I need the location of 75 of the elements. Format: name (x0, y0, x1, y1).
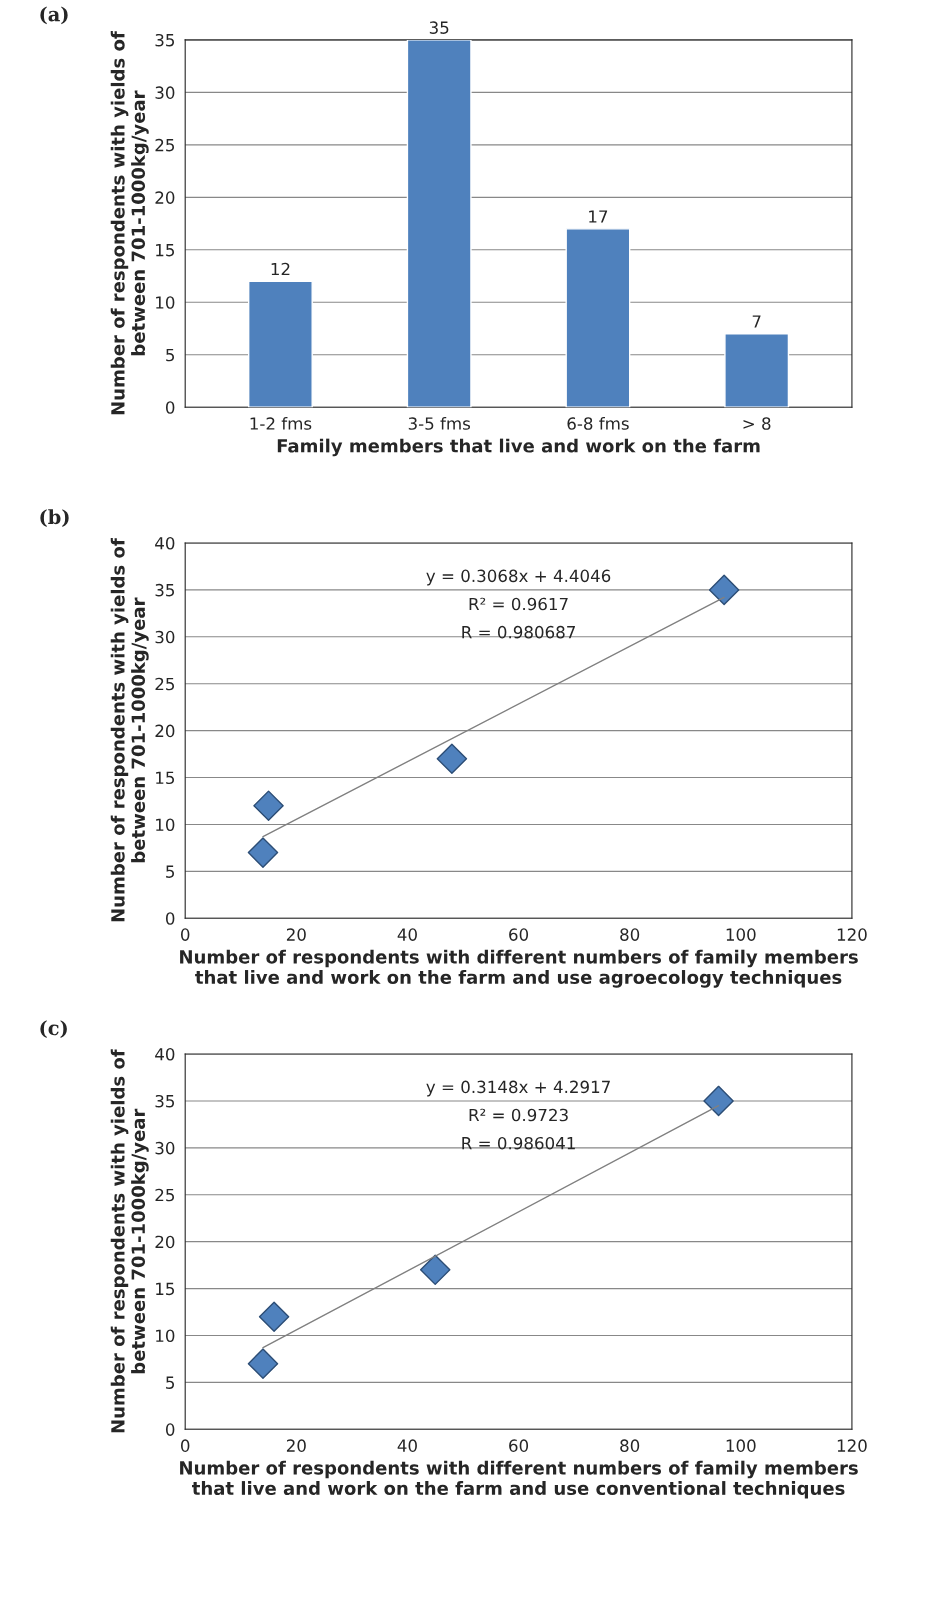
chart-title: (a) (40, 6, 68, 25)
x-tick-label: 120 (837, 1439, 867, 1452)
x-tick-label: 1-2 fms (250, 416, 312, 430)
point (436, 743, 468, 775)
y-tick-label: 0 (165, 401, 175, 414)
chart-title: (c) (40, 1020, 67, 1038)
x-tick-label: 120 (837, 928, 867, 941)
x-tick-label: 100 (726, 928, 756, 941)
y-tick-label: 25 (155, 1188, 175, 1202)
y-tick-label: 15 (156, 244, 175, 257)
chart-title: (b) (40, 509, 69, 527)
y-tick-label: 20 (155, 1235, 175, 1249)
bar (724, 333, 790, 408)
point (708, 574, 740, 606)
point (253, 790, 284, 821)
annotation: R = 0.980687 (462, 625, 575, 639)
y-tick-label: 5 (166, 348, 175, 362)
annotation: R² = 0.9723 (469, 1108, 568, 1122)
bar (248, 280, 313, 408)
annotation: y = 0.3148x + 4.2917 (426, 1080, 610, 1097)
x-axis-title: Number of respondents with different numbers of family members that live and work on the farm and use conventional techniques (180, 1460, 858, 1499)
y-tick-label: 10 (156, 1329, 175, 1343)
x-tick-label: 60 (509, 1439, 529, 1452)
y-tick-label: 5 (166, 1376, 175, 1389)
x-tick-label: 0 (181, 928, 190, 941)
x-axis-title: Number of respondents with different numbers of family members that live and work on the farm and use agroecology techniques (180, 949, 858, 988)
bar (406, 39, 472, 408)
bar (565, 228, 631, 408)
point (247, 1348, 279, 1379)
x-tick-label: > 8 (743, 417, 771, 430)
y-tick-label: 15 (156, 771, 175, 785)
y-tick-label: 0 (165, 912, 175, 925)
x-tick-label: 100 (726, 1439, 756, 1452)
y-tick-label: 40 (155, 536, 175, 550)
y-tick-label: 15 (156, 1282, 175, 1296)
y-tick-label: 35 (155, 33, 175, 47)
point (703, 1085, 734, 1117)
y-tick-label: 20 (155, 191, 175, 204)
point (258, 1301, 290, 1332)
x-tick-label: 20 (286, 1439, 306, 1452)
point (247, 837, 279, 868)
y-axis-title: Number of respondents with yields of between 701-1000kg/year (110, 31, 149, 415)
y-tick-label: 0 (165, 1423, 175, 1436)
x-tick-label: 60 (509, 928, 529, 941)
x-tick-label: 40 (397, 1439, 417, 1452)
y-tick-label: 25 (155, 677, 175, 691)
annotation: R = 0.986041 (462, 1136, 575, 1150)
x-tick-label: 0 (181, 1439, 190, 1452)
annotation: y = 0.3068x + 4.4046 (426, 569, 611, 586)
y-axis-title: Number of respondents with yields of between 701-1000kg/year (110, 1049, 149, 1433)
x-tick-label: 3-5 fms (408, 416, 471, 430)
y-tick-label: 35 (155, 583, 175, 597)
y-tick-label: 35 (155, 1094, 175, 1108)
y-axis-title: Number of respondents with yields of between 701-1000kg/year (110, 538, 149, 922)
data-label: 7 (752, 315, 761, 328)
data-label: 12 (271, 262, 290, 276)
x-tick-label: 40 (397, 928, 417, 941)
data-label: 17 (589, 210, 608, 223)
y-tick-label: 25 (155, 138, 175, 152)
y-tick-label: 30 (155, 86, 175, 99)
y-tick-label: 10 (156, 818, 175, 832)
y-tick-label: 5 (166, 865, 175, 878)
x-axis-title: Family members that live and work on the farm (277, 438, 760, 457)
data-label: 35 (429, 21, 449, 34)
y-tick-label: 30 (155, 630, 175, 644)
x-tick-label: 80 (620, 1439, 640, 1452)
x-tick-label: 6-8 fms (567, 416, 629, 430)
y-tick-label: 10 (156, 296, 175, 309)
y-tick-label: 30 (155, 1141, 175, 1155)
y-tick-label: 20 (155, 724, 175, 738)
y-tick-label: 40 (155, 1047, 175, 1061)
x-tick-label: 20 (286, 928, 306, 941)
point (419, 1254, 451, 1286)
x-tick-label: 80 (620, 928, 640, 941)
annotation: R² = 0.9617 (469, 597, 568, 611)
